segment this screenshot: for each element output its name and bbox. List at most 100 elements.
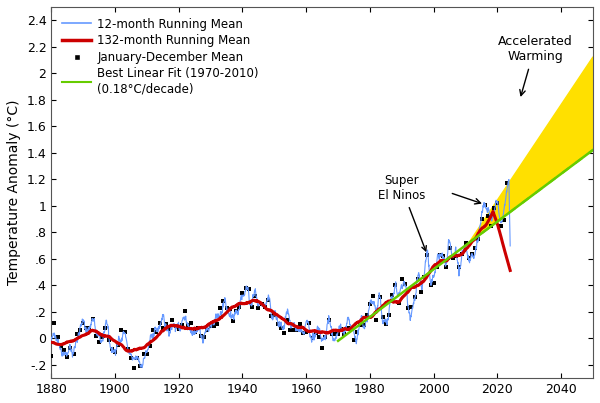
Point <box>193 324 203 331</box>
Point <box>410 294 419 301</box>
Point <box>454 264 464 270</box>
Point <box>435 251 445 258</box>
Point <box>116 327 126 334</box>
Point <box>317 345 327 351</box>
Point <box>356 322 365 328</box>
Point <box>391 282 400 289</box>
Point <box>266 313 276 319</box>
Point <box>432 264 442 270</box>
Point <box>458 250 467 257</box>
Point <box>126 355 136 361</box>
Point <box>416 289 426 295</box>
Point <box>104 337 113 343</box>
Point <box>273 321 283 327</box>
Text: Accelerated
Warming: Accelerated Warming <box>499 35 573 62</box>
Point <box>136 363 145 370</box>
Point <box>85 324 94 331</box>
Point <box>400 281 410 287</box>
Point <box>381 321 391 327</box>
Point <box>218 298 228 305</box>
Point <box>276 324 286 331</box>
Point <box>371 317 381 323</box>
Point <box>222 305 232 311</box>
Point <box>212 321 222 327</box>
Point <box>337 326 346 332</box>
Point <box>123 346 133 352</box>
Point <box>305 319 314 326</box>
Point <box>343 324 352 331</box>
Point <box>56 343 65 349</box>
Point <box>384 312 394 318</box>
Point <box>422 251 432 258</box>
Point <box>502 180 512 187</box>
Point <box>167 317 177 323</box>
Point <box>180 307 190 314</box>
Point <box>152 328 161 335</box>
Point <box>235 303 244 310</box>
Point <box>263 297 273 303</box>
Point <box>97 334 107 340</box>
Point <box>311 330 320 337</box>
Point <box>439 253 448 260</box>
Point <box>308 335 317 342</box>
Point <box>257 301 266 307</box>
Point <box>473 236 483 242</box>
Point <box>120 328 130 335</box>
Point <box>388 291 397 298</box>
Point <box>426 282 436 289</box>
Point <box>62 354 72 360</box>
Point <box>94 339 104 346</box>
Point <box>209 323 218 330</box>
Point <box>250 293 260 299</box>
Point <box>177 322 187 328</box>
Point <box>130 364 139 371</box>
Point <box>69 351 79 357</box>
Point <box>403 305 413 311</box>
Point <box>225 306 235 312</box>
Point <box>142 351 152 357</box>
Point <box>88 315 97 322</box>
Point <box>279 330 289 337</box>
Point <box>493 200 502 206</box>
Polygon shape <box>469 57 593 243</box>
Point <box>101 324 110 331</box>
Point <box>324 317 334 323</box>
Point <box>184 322 193 328</box>
Point <box>451 253 461 260</box>
Point <box>394 299 403 306</box>
Point <box>244 286 254 293</box>
Point <box>228 318 238 324</box>
Point <box>82 324 91 331</box>
Point <box>301 328 311 335</box>
Point <box>206 323 215 330</box>
Point <box>483 213 493 220</box>
Point <box>241 285 250 291</box>
Point <box>148 327 158 334</box>
Point <box>155 319 164 326</box>
Point <box>464 254 473 261</box>
Point <box>139 351 148 357</box>
Point <box>496 222 505 229</box>
Point <box>375 294 385 301</box>
Point <box>340 331 349 338</box>
Point <box>467 250 477 257</box>
Point <box>298 330 308 337</box>
Point <box>362 312 371 318</box>
Y-axis label: Temperature Anomaly (°C): Temperature Anomaly (°C) <box>7 100 21 285</box>
Point <box>145 343 155 349</box>
Point <box>470 245 480 251</box>
Point <box>499 217 509 224</box>
Point <box>295 321 305 327</box>
Point <box>442 264 451 270</box>
Point <box>53 334 62 340</box>
Point <box>445 245 454 251</box>
Point <box>289 327 298 334</box>
Point <box>203 327 212 334</box>
Point <box>110 349 120 355</box>
Point <box>365 301 375 307</box>
Point <box>254 305 263 311</box>
Point <box>231 307 241 314</box>
Legend: 12-month Running Mean, 132-month Running Mean, January-December Mean, Best Linea: 12-month Running Mean, 132-month Running… <box>57 13 263 100</box>
Point <box>349 337 359 343</box>
Point <box>59 347 69 353</box>
